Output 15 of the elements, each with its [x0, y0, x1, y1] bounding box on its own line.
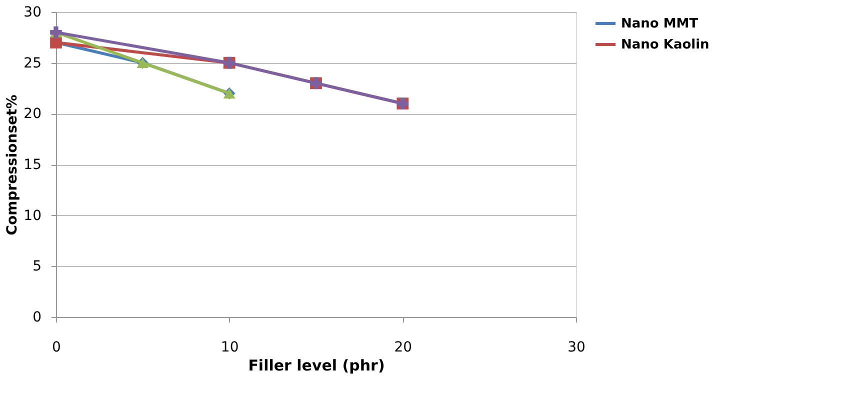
x-tick-label: 10	[220, 340, 239, 356]
y-tick-label: 20	[24, 106, 42, 122]
legend-label: Nano Kaolin	[621, 38, 710, 52]
x-axis-title: Filler level (phr)	[248, 356, 385, 374]
y-tick-label: 15	[24, 157, 42, 173]
y-tick-label: 5	[32, 258, 42, 275]
legend-label: Nano MMT	[621, 16, 698, 32]
x-tick-label: 30	[568, 340, 586, 356]
y-tick-label: 10	[24, 208, 42, 224]
y-axis-title: Compressionset%	[4, 94, 21, 236]
x-tick-label: 0	[52, 340, 61, 356]
y-tick-label: 30	[24, 4, 42, 20]
y-tick-label: 0	[32, 310, 42, 326]
y-tick-label: 25	[24, 55, 42, 72]
x-tick-label: 20	[394, 340, 412, 356]
